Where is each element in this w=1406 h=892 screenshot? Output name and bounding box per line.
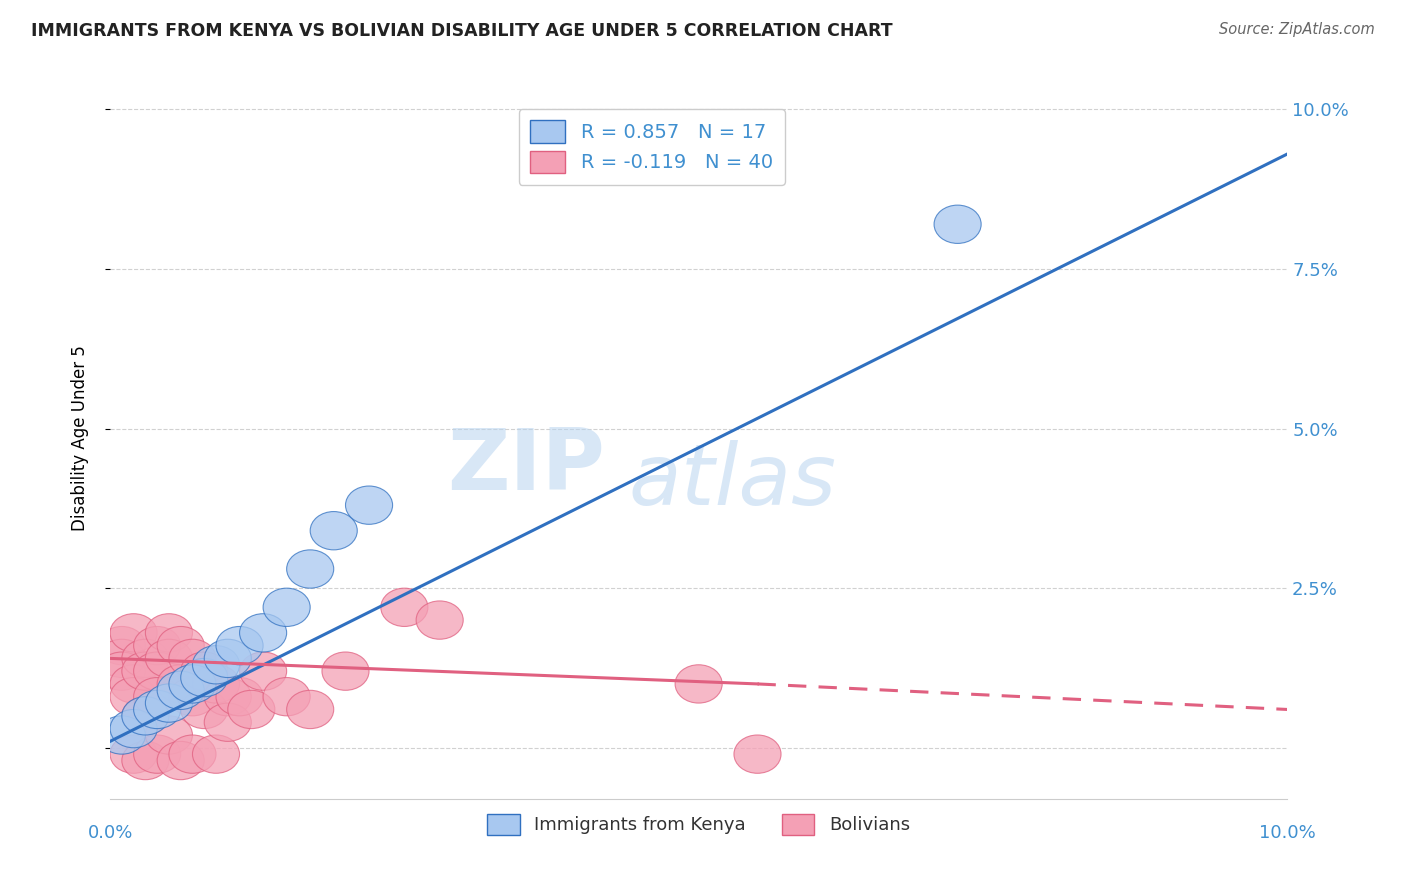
Ellipse shape <box>122 652 169 690</box>
Ellipse shape <box>98 652 145 690</box>
Ellipse shape <box>145 684 193 723</box>
Ellipse shape <box>181 690 228 729</box>
Ellipse shape <box>934 205 981 244</box>
Ellipse shape <box>134 652 181 690</box>
Ellipse shape <box>181 652 228 690</box>
Ellipse shape <box>157 671 204 709</box>
Y-axis label: Disability Age Under 5: Disability Age Under 5 <box>72 345 89 531</box>
Ellipse shape <box>122 741 169 780</box>
Ellipse shape <box>204 640 252 678</box>
Ellipse shape <box>346 486 392 524</box>
Ellipse shape <box>322 652 368 690</box>
Text: 10.0%: 10.0% <box>1258 824 1316 842</box>
Ellipse shape <box>217 678 263 716</box>
Ellipse shape <box>217 626 263 665</box>
Ellipse shape <box>169 665 217 703</box>
Ellipse shape <box>157 741 204 780</box>
Ellipse shape <box>169 735 217 773</box>
Ellipse shape <box>193 665 239 703</box>
Ellipse shape <box>122 640 169 678</box>
Text: IMMIGRANTS FROM KENYA VS BOLIVIAN DISABILITY AGE UNDER 5 CORRELATION CHART: IMMIGRANTS FROM KENYA VS BOLIVIAN DISABI… <box>31 22 893 40</box>
Ellipse shape <box>145 614 193 652</box>
Ellipse shape <box>110 665 157 703</box>
Ellipse shape <box>122 697 169 735</box>
Ellipse shape <box>204 703 252 741</box>
Ellipse shape <box>228 690 274 729</box>
Ellipse shape <box>169 640 217 678</box>
Ellipse shape <box>193 735 239 773</box>
Ellipse shape <box>122 697 169 735</box>
Ellipse shape <box>157 626 204 665</box>
Ellipse shape <box>169 678 217 716</box>
Ellipse shape <box>134 678 181 716</box>
Ellipse shape <box>311 511 357 549</box>
Ellipse shape <box>204 678 252 716</box>
Ellipse shape <box>145 640 193 678</box>
Text: Source: ZipAtlas.com: Source: ZipAtlas.com <box>1219 22 1375 37</box>
Ellipse shape <box>98 626 145 665</box>
Ellipse shape <box>98 716 145 754</box>
Ellipse shape <box>263 678 311 716</box>
Ellipse shape <box>110 709 157 747</box>
Ellipse shape <box>675 665 723 703</box>
Ellipse shape <box>134 690 181 729</box>
Ellipse shape <box>134 735 181 773</box>
Ellipse shape <box>110 678 157 716</box>
Legend: Immigrants from Kenya, Bolivians: Immigrants from Kenya, Bolivians <box>478 805 920 844</box>
Ellipse shape <box>110 735 157 773</box>
Text: 0.0%: 0.0% <box>87 824 132 842</box>
Text: ZIP: ZIP <box>447 425 605 508</box>
Text: atlas: atlas <box>628 440 837 523</box>
Ellipse shape <box>193 646 239 684</box>
Ellipse shape <box>287 690 333 729</box>
Ellipse shape <box>416 601 463 640</box>
Ellipse shape <box>239 652 287 690</box>
Ellipse shape <box>239 614 287 652</box>
Ellipse shape <box>381 588 427 626</box>
Ellipse shape <box>110 614 157 652</box>
Ellipse shape <box>181 658 228 697</box>
Ellipse shape <box>287 549 333 588</box>
Ellipse shape <box>134 626 181 665</box>
Ellipse shape <box>98 640 145 678</box>
Ellipse shape <box>157 665 204 703</box>
Ellipse shape <box>263 588 311 626</box>
Ellipse shape <box>145 716 193 754</box>
Ellipse shape <box>734 735 782 773</box>
